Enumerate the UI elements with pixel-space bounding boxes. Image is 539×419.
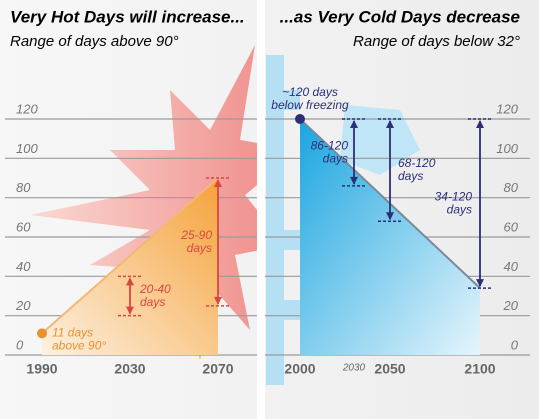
trend-line (41, 177, 219, 335)
range-label-line: 34-120 (435, 190, 473, 204)
range-label-line: days (140, 295, 165, 309)
chart-subtitle: Range of days above 90° (10, 33, 179, 50)
range-label-line: days (398, 169, 423, 183)
start-label: 11 days above 90° (52, 326, 106, 353)
range-label-line: 86-120 (311, 139, 349, 153)
start-label: ~120 days below freezing (271, 85, 349, 112)
y-tick-label: 20 (503, 298, 519, 313)
range-label-line: days (323, 152, 348, 166)
y-tick-label: 0 (511, 337, 519, 352)
arrow-head (386, 212, 394, 221)
range-label: 86-120 days (311, 139, 349, 166)
start-point (295, 114, 305, 124)
x-tick-label: 2000 (284, 361, 315, 377)
arrow-head (476, 279, 484, 288)
divider (257, 0, 265, 419)
y-tick-label: 120 (496, 101, 518, 116)
x-tick-label: 2050 (374, 361, 405, 377)
range-label-line: 20-40 (139, 282, 171, 296)
start-label-line: below freezing (271, 98, 349, 112)
chart-title: Very Hot Days will increase... (10, 7, 245, 26)
start-label-line: ~120 days (282, 85, 338, 99)
y-tick-label: 100 (16, 141, 38, 156)
arrow-head (126, 306, 134, 315)
x-tick-label: 2030 (342, 363, 366, 374)
x-tick-label: 2070 (202, 361, 233, 377)
y-tick-label: 40 (16, 259, 31, 274)
range-label: 34-120 days (435, 190, 473, 217)
start-label-line: 11 days (52, 326, 93, 340)
cold-panel: ...as Very Cold Days decrease Range of d… (265, 7, 530, 377)
range-label: 20-40 days (139, 282, 171, 309)
snowflake-decoration (266, 55, 420, 385)
y-tick-label: 80 (16, 180, 31, 195)
x-tick-label: 1990 (26, 361, 57, 377)
x-tick-label: 2100 (464, 361, 495, 377)
range-label-line: 25-90 (180, 228, 212, 242)
range-label: 68-120 days (398, 156, 436, 183)
arrow-head (386, 120, 394, 128)
arrow-head (350, 120, 358, 128)
arrow-head (214, 179, 222, 187)
start-label-line: above 90° (52, 339, 106, 353)
arrow-head (126, 277, 134, 286)
y-tick-label: 40 (504, 259, 519, 274)
area (42, 178, 218, 355)
range-label-line: 68-120 (398, 156, 436, 170)
y-tick-label: 120 (16, 101, 38, 116)
arrow-head (350, 176, 358, 185)
hot-panel: Very Hot Days will increase... Range of … (5, 7, 257, 377)
range-label: 25-90 days (180, 228, 212, 255)
range-label-line: days (187, 241, 212, 255)
x-tick-label: 2030 (114, 361, 145, 377)
y-tick-label: 20 (15, 298, 31, 313)
chart-subtitle: Range of days below 32° (353, 33, 520, 50)
start-point (37, 328, 47, 339)
arrow-head (476, 120, 484, 128)
y-tick-label: 80 (504, 180, 519, 195)
y-tick-label: 100 (496, 141, 518, 156)
arrow-head (214, 296, 222, 305)
y-tick-label: 0 (16, 337, 24, 352)
chart-title: ...as Very Cold Days decrease (280, 7, 520, 26)
range-label-line: days (447, 203, 472, 217)
y-tick-label: 60 (504, 219, 519, 234)
y-tick-label: 60 (16, 219, 31, 234)
area (300, 119, 480, 355)
